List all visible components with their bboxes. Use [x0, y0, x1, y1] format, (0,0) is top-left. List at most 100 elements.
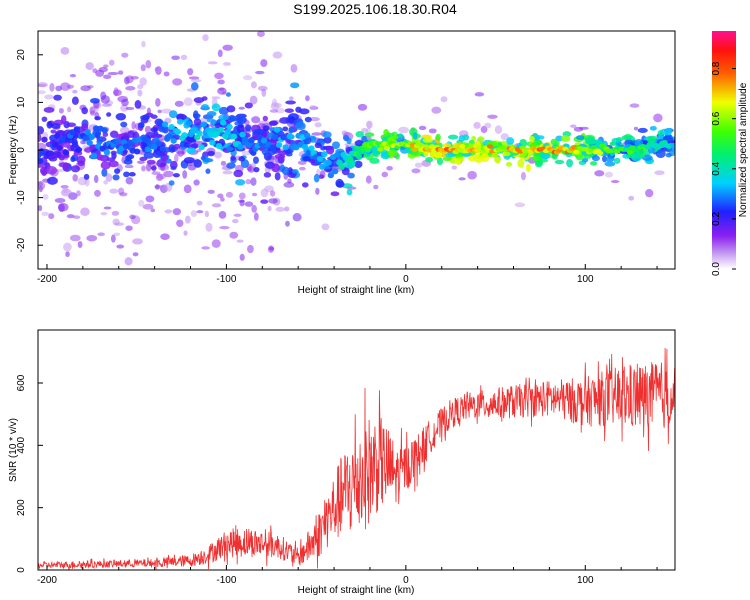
noise-blob	[249, 95, 258, 105]
noise-blob	[494, 125, 503, 134]
noise-blob	[217, 49, 223, 58]
band-blob	[38, 133, 42, 143]
band-blob	[566, 158, 574, 168]
noise-blob	[428, 128, 437, 134]
band-blob	[193, 110, 199, 119]
band-blob	[190, 82, 199, 91]
noise-blob	[48, 213, 55, 220]
band-blob	[585, 137, 597, 145]
band-blob	[505, 161, 513, 167]
noise-blob	[38, 181, 46, 191]
noise-blob	[65, 251, 70, 258]
snr-series-line	[38, 347, 675, 570]
noise-blob	[163, 71, 170, 77]
band-blob	[108, 160, 119, 168]
band-blob	[529, 136, 535, 142]
colorbar-label: Normalized spectral amplitude	[738, 82, 749, 217]
band-blob	[655, 149, 666, 158]
band-blob	[456, 156, 465, 162]
band-blob	[649, 125, 657, 131]
core-blob	[355, 153, 363, 160]
core-blob	[247, 137, 255, 144]
core-blob	[411, 147, 419, 153]
noise-blob	[458, 177, 466, 181]
noise-blob	[92, 68, 98, 74]
band-blob	[172, 173, 180, 178]
band-blob	[186, 147, 197, 154]
noise-blob	[398, 126, 409, 134]
band-blob	[262, 125, 270, 132]
core-blob	[590, 145, 597, 150]
snr-plot-area	[38, 330, 675, 570]
band-blob	[442, 156, 452, 162]
noise-blob	[110, 234, 116, 243]
snr-y-label: SNR (10 * v/v)	[8, 418, 19, 482]
noise-blob	[183, 97, 193, 106]
band-blob	[550, 138, 558, 146]
noise-blob	[431, 106, 442, 114]
noise-blob	[190, 210, 198, 217]
band-blob	[471, 135, 477, 142]
noise-blob	[570, 124, 577, 128]
noise-blob	[44, 94, 54, 100]
band-blob	[218, 114, 230, 121]
core-blob	[415, 141, 423, 147]
noise-blob	[309, 104, 317, 111]
noise-blob	[100, 212, 108, 216]
band-blob	[150, 166, 157, 171]
core-blob	[166, 133, 173, 140]
noise-blob	[72, 174, 78, 182]
band-blob	[346, 188, 353, 196]
noise-blob	[54, 197, 66, 203]
noise-blob	[93, 174, 99, 184]
noise-blob	[117, 70, 124, 75]
noise-blob	[484, 122, 492, 129]
core-blob	[347, 156, 354, 163]
band-blob	[314, 142, 322, 149]
noise-blob	[500, 133, 509, 141]
band-blob	[123, 171, 130, 178]
noise-blob	[269, 246, 275, 251]
band-blob	[288, 113, 299, 121]
x-tick-label: -100	[216, 575, 236, 586]
noise-blob	[373, 184, 379, 190]
band-blob	[235, 179, 246, 186]
noise-blob	[111, 210, 120, 216]
band-blob	[313, 173, 320, 183]
noise-blob	[58, 107, 64, 114]
band-blob	[201, 104, 209, 109]
noise-blob	[42, 193, 49, 200]
band-blob	[115, 112, 127, 121]
core-blob	[217, 126, 225, 133]
band-blob	[253, 167, 260, 173]
core-blob	[573, 149, 580, 155]
core-blob	[286, 133, 294, 140]
noise-blob	[76, 190, 81, 197]
noise-blob	[247, 244, 254, 254]
band-blob	[462, 134, 470, 141]
noise-blob	[629, 103, 640, 108]
noise-blob	[207, 189, 215, 194]
colorbar-ticks: 0.0 0.2 0.4 0.6 0.8	[711, 61, 736, 276]
noise-blob	[161, 108, 172, 114]
noise-blob	[66, 84, 74, 89]
band-blob	[244, 124, 252, 132]
noise-blob	[289, 96, 294, 101]
band-blob	[122, 134, 130, 139]
noise-blob	[292, 212, 302, 222]
noise-blob	[287, 178, 292, 184]
y-tick-label: 10	[16, 96, 27, 108]
band-blob	[444, 152, 454, 158]
band-blob	[637, 127, 648, 133]
band-blob	[193, 118, 202, 126]
band-blob	[560, 135, 571, 142]
noise-blob	[299, 166, 306, 171]
band-blob	[369, 157, 380, 164]
noise-blob	[321, 223, 330, 231]
band-blob	[423, 151, 429, 157]
core-blob	[383, 146, 391, 151]
band-blob	[555, 135, 564, 142]
band-blob	[294, 121, 306, 131]
band-blob	[207, 150, 215, 157]
noise-blob	[239, 253, 245, 261]
